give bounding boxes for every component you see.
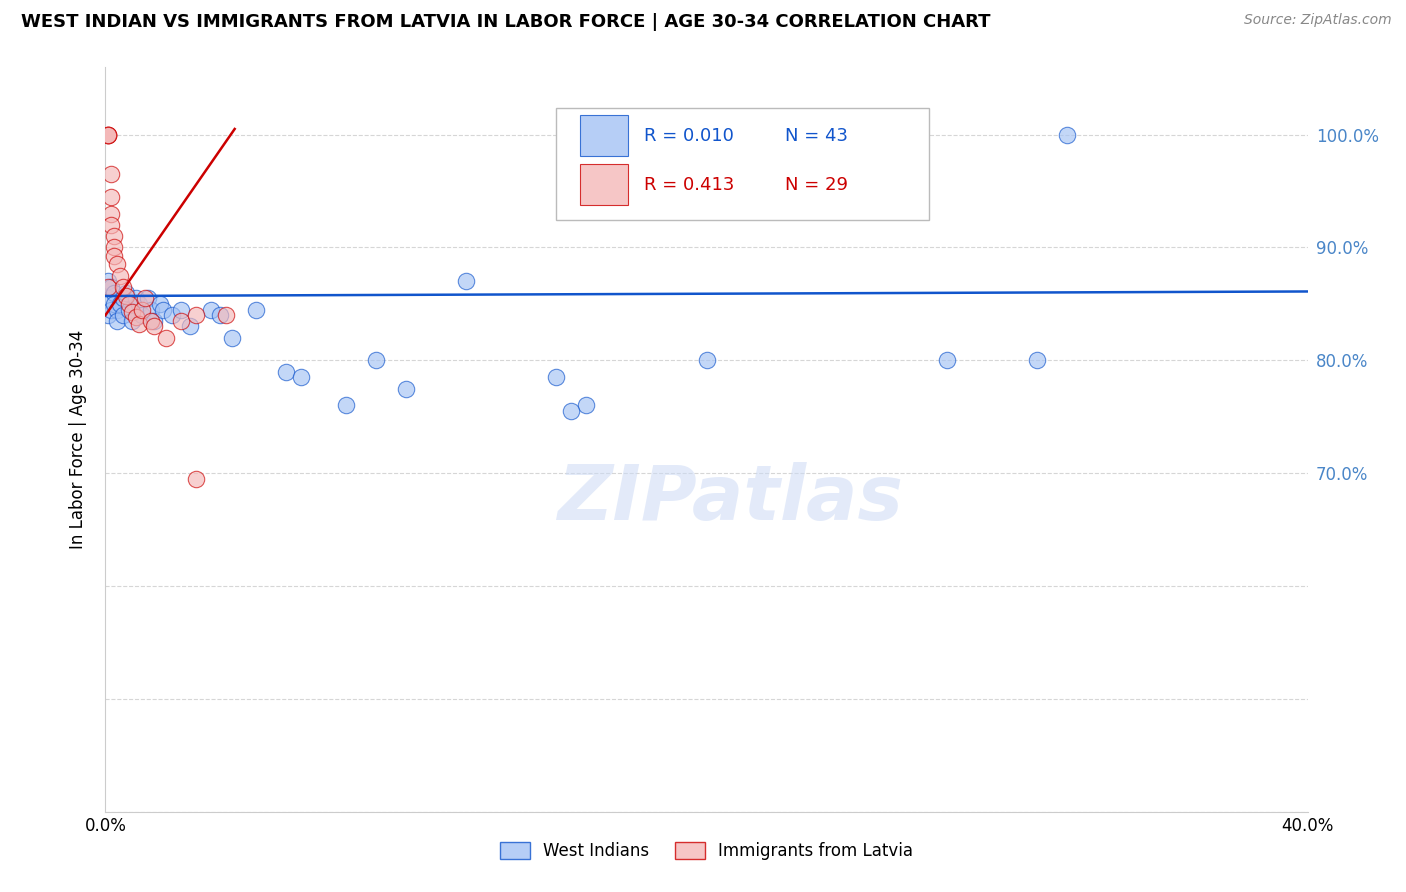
Point bbox=[184, 472, 207, 486]
Point bbox=[110, 297, 132, 311]
Point bbox=[134, 291, 156, 305]
Point bbox=[97, 128, 120, 142]
Point bbox=[128, 297, 150, 311]
Point bbox=[575, 399, 598, 413]
Point bbox=[155, 331, 177, 345]
Text: WEST INDIAN VS IMMIGRANTS FROM LATVIA IN LABOR FORCE | AGE 30-34 CORRELATION CHA: WEST INDIAN VS IMMIGRANTS FROM LATVIA IN… bbox=[21, 13, 991, 31]
Point bbox=[100, 189, 122, 203]
Point bbox=[103, 250, 125, 264]
Point bbox=[290, 370, 312, 384]
Point bbox=[107, 314, 129, 328]
Point bbox=[546, 370, 568, 384]
Point bbox=[100, 167, 122, 181]
Point bbox=[160, 308, 183, 322]
Point bbox=[148, 297, 170, 311]
Point bbox=[100, 218, 122, 232]
Text: ZIPatlas: ZIPatlas bbox=[558, 462, 904, 536]
Point bbox=[115, 289, 138, 303]
Point bbox=[560, 404, 582, 418]
Point bbox=[103, 285, 125, 300]
Text: R = 0.413: R = 0.413 bbox=[644, 176, 734, 194]
Point bbox=[131, 302, 153, 317]
Point bbox=[124, 291, 146, 305]
Point bbox=[97, 308, 120, 322]
Y-axis label: In Labor Force | Age 30-34: In Labor Force | Age 30-34 bbox=[69, 330, 87, 549]
FancyBboxPatch shape bbox=[557, 108, 929, 219]
Point bbox=[136, 291, 159, 305]
Point bbox=[118, 297, 141, 311]
Point bbox=[121, 305, 143, 319]
Point bbox=[1056, 128, 1078, 142]
Point bbox=[179, 319, 201, 334]
FancyBboxPatch shape bbox=[581, 164, 628, 205]
Point bbox=[131, 308, 153, 322]
Point bbox=[97, 291, 120, 305]
Point bbox=[142, 319, 165, 334]
Text: N = 29: N = 29 bbox=[785, 176, 848, 194]
Point bbox=[97, 128, 120, 142]
Point bbox=[696, 353, 718, 368]
Point bbox=[107, 257, 129, 271]
Point bbox=[274, 365, 297, 379]
Point bbox=[115, 285, 138, 300]
Point bbox=[97, 280, 120, 294]
Point bbox=[184, 308, 207, 322]
Point bbox=[100, 302, 122, 317]
Text: R = 0.010: R = 0.010 bbox=[644, 127, 734, 145]
Text: Source: ZipAtlas.com: Source: ZipAtlas.com bbox=[1244, 13, 1392, 28]
Point bbox=[97, 274, 120, 288]
Point bbox=[208, 308, 231, 322]
Point bbox=[364, 353, 387, 368]
Point bbox=[454, 274, 477, 288]
Point bbox=[112, 291, 135, 305]
Point bbox=[110, 268, 132, 283]
Point bbox=[97, 128, 120, 142]
Point bbox=[139, 314, 162, 328]
Point bbox=[100, 206, 122, 220]
Point bbox=[124, 310, 146, 325]
Point bbox=[118, 302, 141, 317]
Point bbox=[169, 314, 191, 328]
Point bbox=[112, 280, 135, 294]
Text: N = 43: N = 43 bbox=[785, 127, 848, 145]
Point bbox=[214, 308, 236, 322]
Point bbox=[1026, 353, 1049, 368]
Point bbox=[103, 240, 125, 254]
Point bbox=[936, 353, 959, 368]
Point bbox=[200, 302, 222, 317]
Point bbox=[221, 331, 243, 345]
Point bbox=[107, 302, 129, 317]
Point bbox=[103, 297, 125, 311]
FancyBboxPatch shape bbox=[581, 115, 628, 156]
Point bbox=[97, 128, 120, 142]
Point bbox=[112, 308, 135, 322]
Point bbox=[142, 314, 165, 328]
Point bbox=[103, 229, 125, 244]
Point bbox=[121, 314, 143, 328]
Point bbox=[395, 382, 418, 396]
Legend: West Indians, Immigrants from Latvia: West Indians, Immigrants from Latvia bbox=[494, 835, 920, 867]
Point bbox=[128, 317, 150, 331]
Point bbox=[100, 280, 122, 294]
Point bbox=[169, 302, 191, 317]
Point bbox=[245, 302, 267, 317]
Point bbox=[335, 399, 357, 413]
Point bbox=[152, 302, 174, 317]
Point bbox=[139, 302, 162, 317]
